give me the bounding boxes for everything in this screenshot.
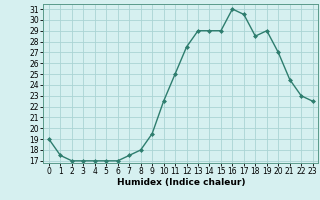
X-axis label: Humidex (Indice chaleur): Humidex (Indice chaleur) <box>116 178 245 187</box>
